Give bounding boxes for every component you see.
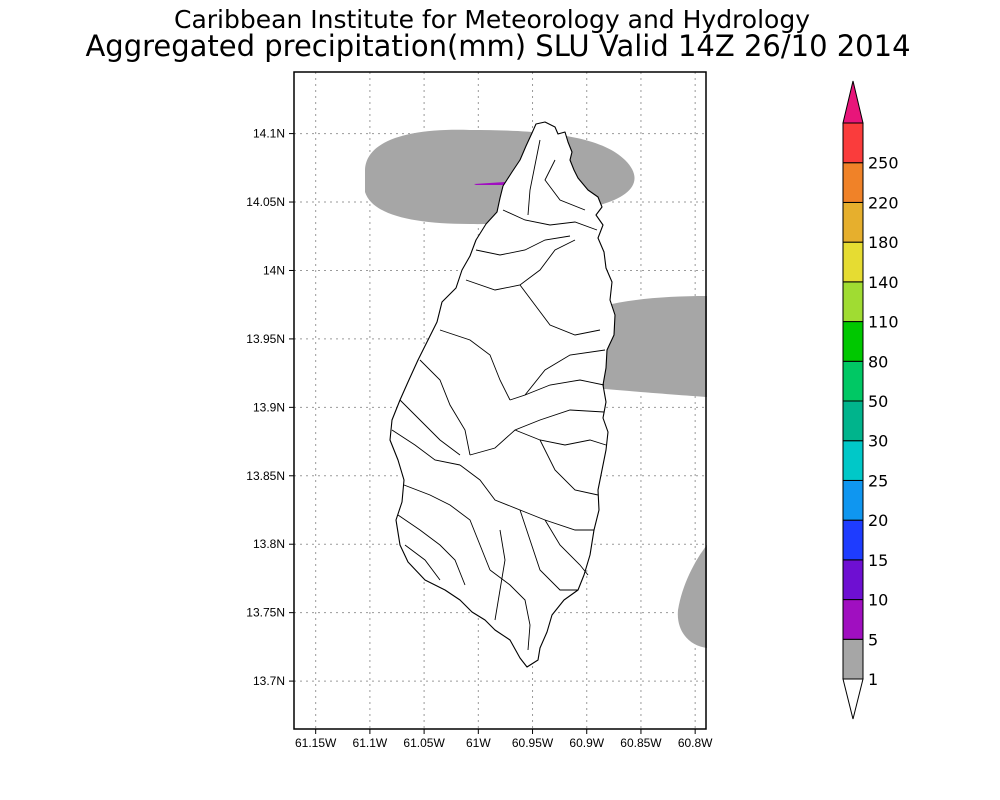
- colorbar-swatch: [842, 321, 864, 362]
- river: [489, 569, 531, 651]
- colorbar-swatch: [842, 479, 864, 521]
- colorbar-level-label: 5: [868, 630, 878, 649]
- colorbar-swatch: [842, 201, 864, 243]
- colorbar-swatch: [842, 241, 864, 283]
- river: [519, 509, 578, 591]
- x-tick-label: 60.9W: [569, 736, 604, 750]
- y-tick-label: 13.8N: [253, 537, 285, 551]
- x-tick-label: 61.1W: [353, 736, 388, 750]
- longitude-tick-labels: 61.15W 61.1W 61.05W 61W 60.95W 60.9W 60.85W 60.…: [295, 729, 713, 750]
- colorbar-swatch: [842, 162, 864, 203]
- colorbar-level-label: 80: [868, 352, 888, 371]
- map-frame: [293, 71, 707, 730]
- river: [524, 379, 605, 396]
- y-tick-label: 14N: [263, 263, 285, 277]
- y-tick-label: 14.1N: [253, 127, 285, 141]
- river: [544, 159, 586, 211]
- x-tick-label: 60.85W: [620, 736, 662, 750]
- rain-area-southeast: [677, 545, 707, 648]
- y-tick-label: 13.95N: [246, 332, 285, 346]
- river: [539, 439, 599, 496]
- latitude-tick-labels: 14.1N 14.05N 14N 13.95N 13.9N 13.85N 13.8N 13.7…: [246, 127, 294, 688]
- colorbar-level-label: 110: [868, 313, 899, 332]
- river: [404, 544, 441, 581]
- y-tick-label: 13.9N: [253, 400, 285, 414]
- colorbar-level-label: 50: [868, 392, 888, 411]
- colorbar-level-label: 20: [868, 511, 888, 530]
- river-network: [391, 139, 607, 651]
- colorbar-level-label: 180: [868, 233, 899, 252]
- colorbar-swatch: [842, 638, 864, 680]
- river: [494, 529, 506, 621]
- x-tick-label: 61.05W: [403, 736, 445, 750]
- colorbar-above-triangle: [842, 80, 864, 124]
- x-tick-label: 61.15W: [295, 736, 337, 750]
- colorbar-swatch: [842, 400, 864, 442]
- colorbar-level-label: 1: [868, 670, 878, 689]
- river: [469, 409, 605, 456]
- river: [514, 429, 607, 446]
- x-tick-label: 60.95W: [512, 736, 554, 750]
- colorbar-swatch: [842, 599, 864, 640]
- river: [527, 139, 541, 216]
- colorbar-swatch: [842, 559, 864, 601]
- colorbar-level-label: 140: [868, 273, 899, 292]
- figure-title: Caribbean Institute for Meteorology and …: [174, 5, 810, 34]
- river: [509, 349, 606, 401]
- river: [502, 209, 598, 231]
- y-tick-label: 14.05N: [246, 195, 285, 209]
- river: [399, 399, 461, 456]
- colorbar-level-label: 220: [868, 193, 899, 212]
- river: [519, 284, 601, 336]
- map-panel: 61.15W 61.1W 61.05W 61W 60.95W 60.9W 60.85W 60.…: [246, 71, 713, 750]
- river: [439, 329, 511, 401]
- island-coastline-saint-lucia: [389, 121, 616, 668]
- colorbar-swatch: [842, 519, 864, 561]
- colorbar-level-label: 30: [868, 432, 888, 451]
- river: [544, 519, 589, 576]
- river: [465, 239, 576, 291]
- x-tick-label: 61W: [466, 736, 491, 750]
- river: [475, 235, 571, 256]
- y-tick-label: 13.75N: [246, 606, 285, 620]
- colorbar-level-label: 250: [868, 154, 899, 173]
- river: [391, 429, 461, 466]
- colorbar-below-triangle: [842, 678, 864, 720]
- colorbar-swatch: [842, 122, 864, 164]
- colorbar-swatch: [842, 440, 864, 481]
- y-tick-label: 13.85N: [246, 469, 285, 483]
- river: [397, 514, 466, 586]
- river: [403, 484, 491, 571]
- figure-subtitle: Aggregated precipitation(mm) SLU Valid 1…: [85, 29, 910, 63]
- x-tick-label: 60.8W: [678, 736, 713, 750]
- colorbar-level-label: 15: [868, 551, 888, 570]
- colorbar-level-label: 25: [868, 471, 888, 490]
- river: [419, 359, 471, 456]
- colorbar-level-label: 10: [868, 591, 888, 610]
- colorbar-swatch: [842, 281, 864, 323]
- colorbar-swatch: [842, 360, 864, 402]
- y-tick-label: 13.7N: [253, 674, 285, 688]
